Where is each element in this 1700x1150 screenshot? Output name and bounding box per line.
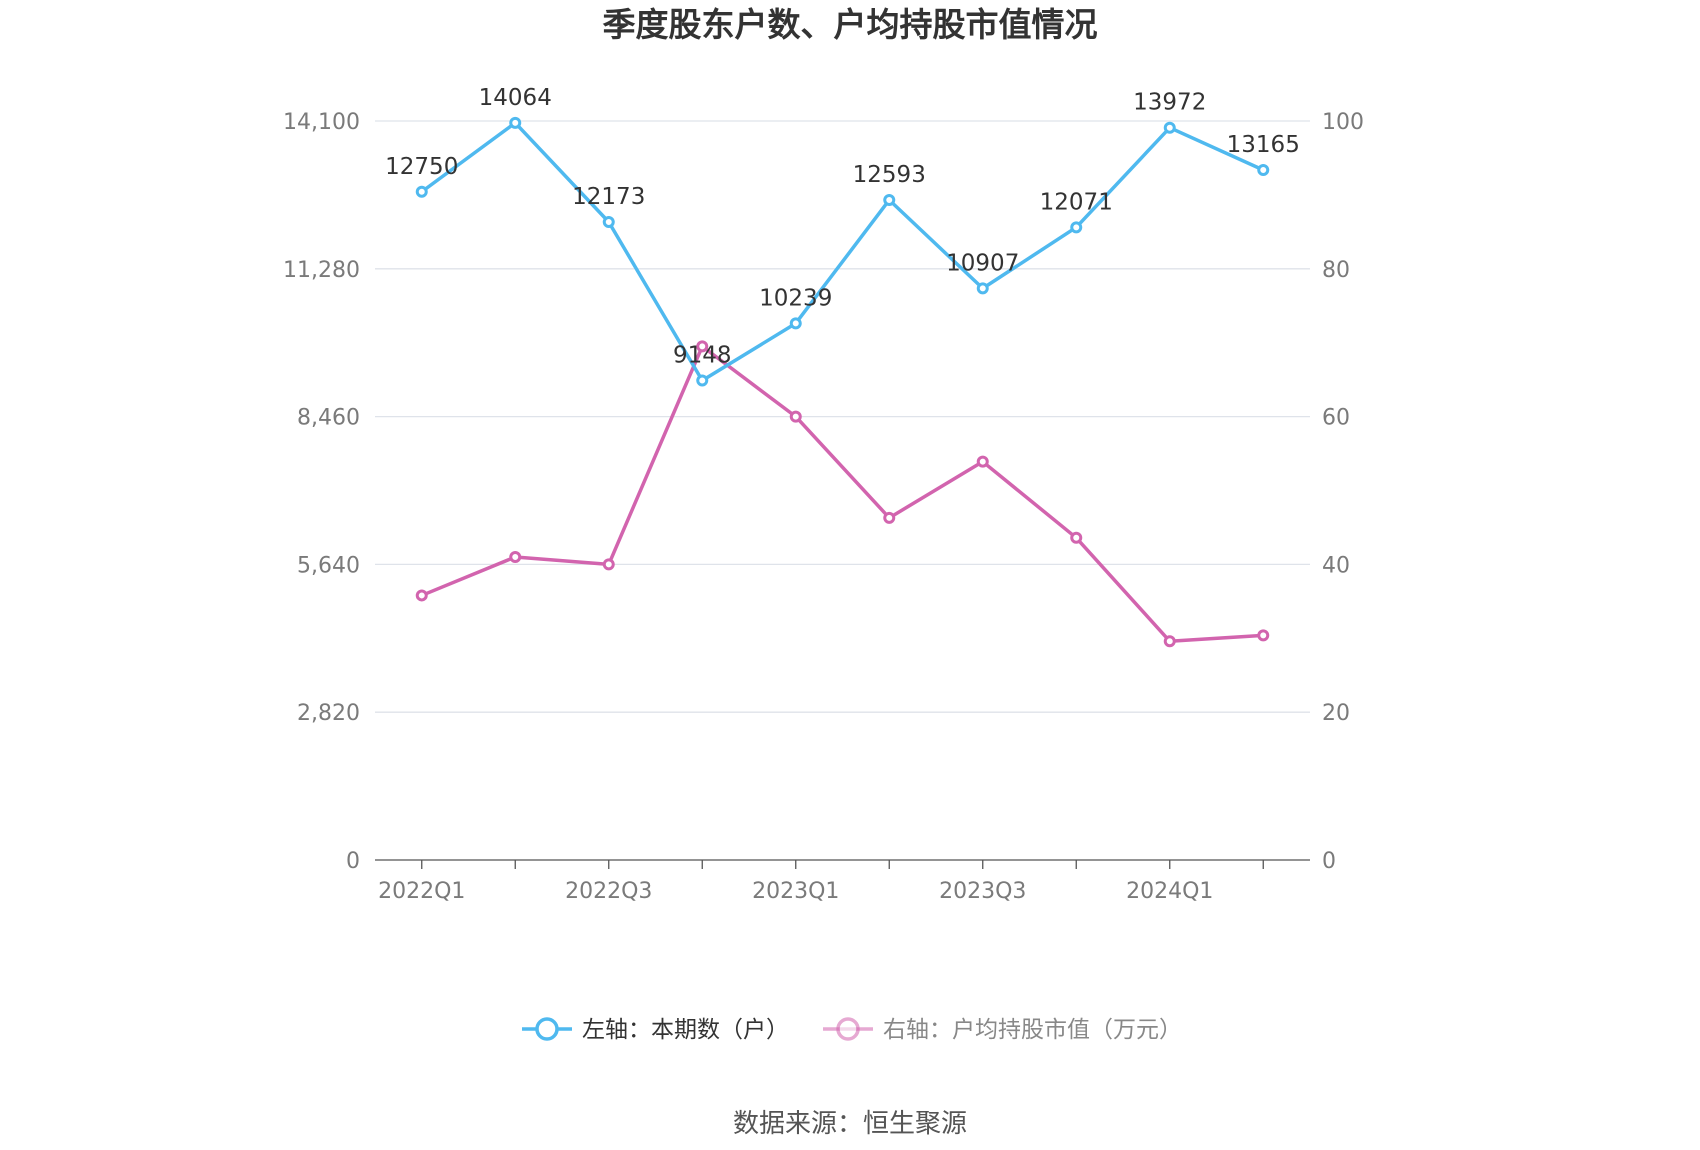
shareholder-count-series-point [1070, 221, 1083, 234]
holding-value-series-point [1163, 635, 1176, 648]
legend[interactable]: 左轴：本期数（户） 右轴：户均持股市值（万元） [522, 1017, 1182, 1043]
holding-value-series-point [415, 589, 428, 602]
data-source: 数据来源：恒生聚源 [733, 1109, 967, 1139]
y-left-tick-label: 14,100 [283, 110, 360, 135]
data-label: 9148 [673, 343, 732, 369]
y-left-tick-label: 0 [346, 849, 360, 874]
y-left-tick-label: 8,460 [297, 406, 360, 431]
y-axis-right: 0 20 40 60 80 100 [1322, 110, 1364, 874]
legend-label: 右轴：户均持股市值（万元） [883, 1017, 1182, 1043]
x-tick-label: 2024Q1 [1126, 879, 1213, 904]
grid-lines [375, 120, 1310, 713]
legend-item-holding-value[interactable]: 右轴：户均持股市值（万元） [823, 1017, 1182, 1043]
shareholder-count-series-point [602, 215, 615, 228]
holding-value-series-point [602, 558, 615, 571]
x-tick-label: 2022Q1 [378, 879, 465, 904]
y-left-tick-label: 5,640 [297, 553, 360, 578]
shareholder-count-series-point [696, 374, 709, 387]
x-tick-label: 2023Q1 [752, 879, 839, 904]
data-label: 12750 [385, 154, 458, 180]
series-group: 12750 14064 12173 9148 10239 12593 10907 12071 1… [385, 85, 1300, 648]
holding-value-series-point [1070, 531, 1083, 544]
x-axis: 2022Q1 2022Q3 2023Q1 2023Q3 2024Q1 [375, 859, 1310, 904]
shareholder-count-series-point [1257, 164, 1270, 177]
data-label: 12593 [853, 162, 926, 188]
data-label: 12173 [572, 184, 645, 210]
y-right-tick-label: 0 [1322, 849, 1336, 874]
chart-title: 季度股东户数、户均持股市值情况 [603, 5, 1098, 44]
y-right-tick-label: 100 [1322, 110, 1364, 135]
holding-value-series-point [509, 551, 522, 564]
x-tick-label: 2022Q3 [565, 879, 652, 904]
shareholder-count-series-point [1163, 121, 1176, 134]
y-left-tick-label: 11,280 [283, 258, 360, 283]
legend-circle-icon [535, 1017, 559, 1041]
y-right-tick-label: 40 [1322, 553, 1350, 578]
legend-item-shareholders[interactable]: 左轴：本期数（户） [522, 1017, 789, 1043]
holding-value-series-point [883, 511, 896, 524]
shareholder-count-series-point [883, 193, 896, 206]
holding-value-series-point [696, 340, 709, 353]
data-label: 10239 [759, 285, 832, 311]
shareholder-count-series-point [509, 116, 522, 129]
y-left-tick-label: 2,820 [297, 701, 360, 726]
shareholder-count-series-line [420, 121, 1264, 383]
data-label: 13972 [1133, 90, 1206, 116]
y-right-tick-label: 80 [1322, 258, 1350, 283]
holding-value-series-point [1257, 629, 1270, 642]
data-label: 14064 [479, 85, 552, 111]
shareholder-count-series-point [415, 185, 428, 198]
data-label: 12071 [1040, 189, 1113, 215]
holding-value-series-line [421, 344, 1264, 644]
legend-label: 左轴：本期数（户） [582, 1017, 789, 1043]
y-axis-left: 0 2,820 5,640 8,460 11,280 14,100 [283, 110, 360, 874]
shareholder-count-series-point [789, 317, 802, 330]
holding-value-series-point [976, 455, 989, 468]
x-tick-label: 2023Q3 [939, 879, 1026, 904]
y-right-tick-label: 60 [1322, 406, 1350, 431]
y-right-tick-label: 20 [1322, 701, 1350, 726]
shareholder-count-series-point [976, 282, 989, 295]
data-label: 10907 [946, 250, 1019, 276]
data-label: 13165 [1227, 132, 1300, 158]
legend-circle-icon [836, 1017, 860, 1041]
holding-value-series-point [789, 410, 802, 423]
